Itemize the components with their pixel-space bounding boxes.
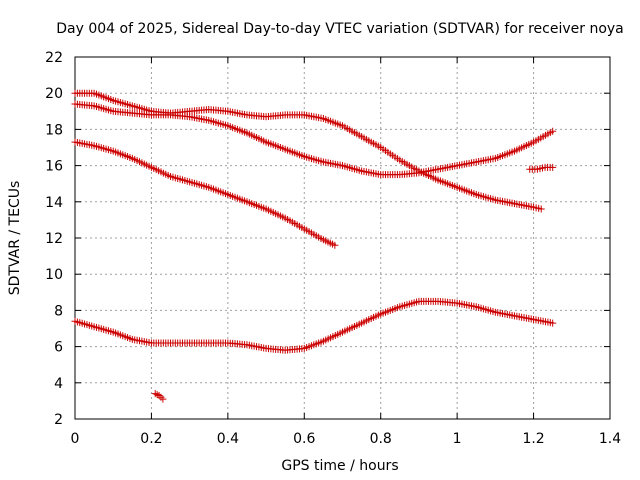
y-tick-label: 16 xyxy=(45,159,63,175)
x-tick-label: 1 xyxy=(453,431,462,447)
series-track-a xyxy=(71,89,545,213)
y-tick-label: 6 xyxy=(54,340,63,356)
data-point xyxy=(155,391,163,399)
data-point xyxy=(537,205,545,213)
axis-ticks: 0 0.2 0.4 0.6 0.8 1 1.2 1.4 2 4 6 8 10 12 14 16 18 20 22 xyxy=(45,50,621,447)
y-tick-label: 4 xyxy=(54,376,63,392)
data-point xyxy=(151,390,159,398)
y-axis-label: SDTVAR / TECUs xyxy=(7,181,23,296)
y-tick-label: 22 xyxy=(45,50,63,66)
data-point xyxy=(159,395,167,403)
x-tick-label: 0.8 xyxy=(370,431,392,447)
x-tick-label: 1.4 xyxy=(599,431,621,447)
y-tick-label: 18 xyxy=(45,122,63,138)
x-tick-label: 0.4 xyxy=(217,431,239,447)
y-tick-label: 2 xyxy=(54,412,63,428)
series-track-e xyxy=(71,297,557,354)
x-tick-label: 1.2 xyxy=(522,431,544,447)
x-tick-label: 0.2 xyxy=(140,431,162,447)
series-track-f xyxy=(151,390,167,403)
data-point xyxy=(549,163,557,171)
series-track-c xyxy=(71,138,339,249)
series-track-b xyxy=(71,100,557,179)
y-tick-label: 14 xyxy=(45,195,63,211)
data-point xyxy=(331,241,339,249)
x-tick-label: 0 xyxy=(71,431,80,447)
y-tick-label: 10 xyxy=(45,267,63,283)
x-axis-label: GPS time / hours xyxy=(281,458,398,474)
y-tick-label: 8 xyxy=(54,303,63,319)
data-series xyxy=(71,89,557,403)
y-tick-label: 20 xyxy=(45,86,63,102)
y-tick-label: 12 xyxy=(45,231,63,247)
data-point xyxy=(549,127,557,135)
data-point xyxy=(549,319,557,327)
series-track-d xyxy=(526,163,557,173)
x-tick-label: 0.6 xyxy=(293,431,315,447)
chart-title: Day 004 of 2025, Sidereal Day-to-day VTE… xyxy=(56,21,624,37)
